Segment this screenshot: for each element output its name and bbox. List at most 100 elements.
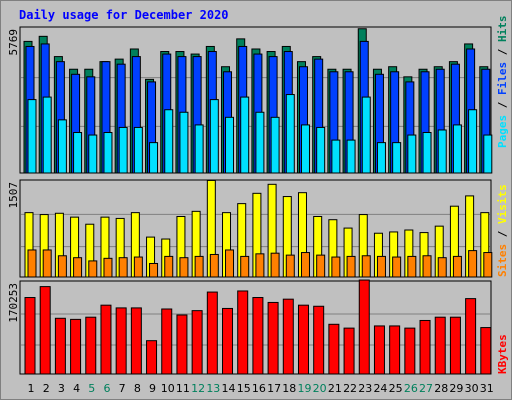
legend-part: / <box>496 42 509 62</box>
visits-bar <box>88 260 98 278</box>
x-tick-label: 23 <box>358 382 372 395</box>
visits-bar <box>452 255 462 278</box>
pages-bar <box>73 132 83 174</box>
pages-bar <box>300 124 310 174</box>
kbytes-bar <box>100 304 112 375</box>
pages-bar <box>42 96 52 174</box>
kbytes-bar <box>419 319 431 375</box>
pages-bar <box>179 111 189 174</box>
kbytes-bar <box>297 304 309 375</box>
kbytes-bar <box>282 298 294 375</box>
kbytes-bar <box>191 310 203 375</box>
kbytes-bar <box>222 307 234 375</box>
kbytes-bar <box>176 314 188 375</box>
x-tick-label: 10 <box>161 382 175 395</box>
x-tick-label: 24 <box>373 382 387 395</box>
pages-bar <box>88 134 98 174</box>
x-tick-label: 28 <box>434 382 448 395</box>
pages-bar <box>331 139 341 174</box>
pages-bar <box>422 132 432 174</box>
x-tick-label: 25 <box>389 382 403 395</box>
visits-bar <box>437 257 447 278</box>
kbytes-bar <box>206 291 218 375</box>
pages-bar <box>27 99 37 174</box>
legend-part: Hits <box>496 16 509 43</box>
pages-bar <box>346 139 356 174</box>
kbytes-bar <box>267 301 279 375</box>
legend-part: Sites <box>496 244 509 277</box>
visits-bar <box>331 256 341 278</box>
kbytes-bar <box>465 298 477 375</box>
kbytes-bar <box>389 325 401 375</box>
pages-bar <box>316 126 326 174</box>
pages-bar <box>452 124 462 174</box>
pages-bar <box>468 109 478 174</box>
pages-bar <box>483 134 493 174</box>
visits-bar <box>316 254 326 278</box>
visits-bar <box>300 252 310 278</box>
legend-part: KBytes <box>496 334 509 374</box>
pages-bar <box>133 126 143 174</box>
legend-sites-visits: Sites / Visits <box>496 184 509 277</box>
legend-pages-files-hits: Pages / Files / Hits <box>496 16 509 149</box>
visits-bar <box>407 255 417 278</box>
visits-bar <box>27 249 37 278</box>
legend-part: Visits <box>496 184 509 224</box>
x-tick-label: 16 <box>252 382 266 395</box>
visits-bar <box>346 255 356 278</box>
kbytes-bar <box>480 327 492 375</box>
legend-part: / <box>496 95 509 115</box>
x-tick-label: 3 <box>58 382 65 395</box>
kbytes-bar <box>146 340 158 375</box>
x-tick-label: 15 <box>237 382 251 395</box>
kbytes-bar <box>434 316 446 375</box>
legend-part: / <box>496 224 509 244</box>
pages-bar <box>255 111 265 174</box>
pages-bar <box>194 124 204 174</box>
y-axis-max-label: 5769 <box>7 29 20 56</box>
visits-bar <box>240 255 250 278</box>
pages-bar <box>225 116 235 174</box>
pages-bar <box>103 132 113 174</box>
kbytes-bar <box>130 307 142 375</box>
kbytes-bar <box>252 297 264 375</box>
kbytes-bar <box>237 290 249 375</box>
x-tick-label: 12 <box>191 382 205 395</box>
x-tick-label: 2 <box>43 382 50 395</box>
x-tick-label: 7 <box>119 382 126 395</box>
x-tick-label: 4 <box>73 382 80 395</box>
pages-bar <box>209 99 219 174</box>
kbytes-bar <box>313 305 325 375</box>
kbytes-bar <box>449 316 461 375</box>
legend-part: Files <box>496 62 509 95</box>
pages-bar <box>361 96 371 174</box>
kbytes-bar <box>115 307 127 375</box>
legend-kbytes: KBytes <box>496 334 509 374</box>
visits-bar <box>118 257 128 278</box>
kbytes-bar <box>358 279 370 375</box>
kbytes-bar <box>373 325 385 375</box>
pages-bar <box>164 109 174 174</box>
visits-bar <box>270 252 280 278</box>
visits-bar <box>209 253 219 278</box>
visits-bar <box>468 250 478 278</box>
visits-bar <box>164 255 174 278</box>
visits-bar <box>483 252 493 278</box>
y-axis-max-label: 170253 <box>7 283 20 323</box>
kbytes-bar <box>343 327 355 375</box>
x-tick-label: 18 <box>282 382 296 395</box>
x-tick-label: 5 <box>88 382 95 395</box>
kbytes-bar <box>24 297 36 375</box>
x-tick-label: 9 <box>149 382 156 395</box>
visits-bar <box>42 249 52 278</box>
x-tick-label: 22 <box>343 382 357 395</box>
x-tick-label: 17 <box>267 382 281 395</box>
kbytes-bar <box>54 317 66 375</box>
visits-bar <box>422 255 432 278</box>
x-tick-label: 29 <box>449 382 463 395</box>
visits-bar <box>149 262 159 278</box>
x-tick-label: 6 <box>103 382 110 395</box>
x-tick-label: 30 <box>465 382 479 395</box>
pages-bar <box>376 142 386 174</box>
